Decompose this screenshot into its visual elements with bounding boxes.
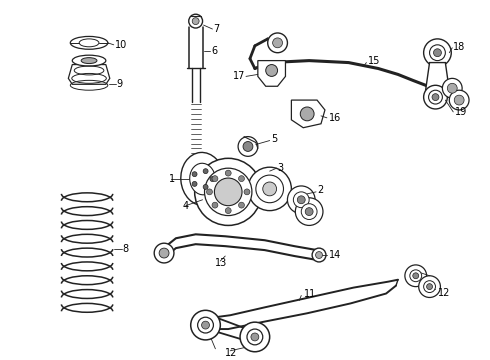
- Circle shape: [288, 186, 315, 213]
- Circle shape: [192, 172, 197, 177]
- Polygon shape: [258, 60, 286, 86]
- Circle shape: [410, 270, 422, 282]
- Circle shape: [432, 94, 439, 100]
- Circle shape: [243, 141, 253, 152]
- Circle shape: [244, 189, 250, 195]
- Text: 11: 11: [304, 288, 317, 298]
- Text: 18: 18: [453, 42, 465, 52]
- Circle shape: [316, 252, 322, 258]
- Text: 7: 7: [214, 24, 220, 34]
- Circle shape: [239, 176, 245, 181]
- Circle shape: [197, 317, 214, 333]
- Circle shape: [430, 45, 445, 60]
- Circle shape: [418, 276, 441, 297]
- Text: 19: 19: [455, 107, 467, 117]
- Circle shape: [312, 248, 326, 262]
- Polygon shape: [68, 64, 110, 84]
- Text: 6: 6: [212, 46, 218, 56]
- Circle shape: [295, 198, 323, 225]
- Text: 17: 17: [233, 71, 245, 81]
- Text: 1: 1: [169, 174, 175, 184]
- Circle shape: [225, 170, 231, 176]
- Circle shape: [212, 202, 218, 208]
- Circle shape: [442, 78, 462, 98]
- Circle shape: [427, 284, 433, 289]
- Circle shape: [240, 322, 270, 352]
- Text: 3: 3: [277, 163, 284, 173]
- Circle shape: [192, 181, 197, 186]
- Circle shape: [203, 169, 208, 174]
- Circle shape: [248, 167, 292, 211]
- Circle shape: [225, 208, 231, 213]
- Circle shape: [247, 329, 263, 345]
- Circle shape: [212, 176, 218, 181]
- Circle shape: [424, 281, 436, 293]
- Circle shape: [210, 176, 215, 181]
- Text: 9: 9: [117, 79, 123, 89]
- Circle shape: [206, 189, 213, 195]
- Circle shape: [251, 333, 259, 341]
- Text: 8: 8: [122, 244, 129, 254]
- Circle shape: [191, 310, 220, 340]
- Text: 16: 16: [329, 113, 341, 123]
- Circle shape: [215, 178, 242, 206]
- Text: 12: 12: [438, 288, 450, 297]
- Circle shape: [449, 90, 469, 110]
- Circle shape: [154, 243, 174, 263]
- Circle shape: [297, 196, 305, 204]
- Circle shape: [424, 39, 451, 67]
- Text: 2: 2: [317, 185, 323, 195]
- Circle shape: [272, 38, 283, 48]
- Circle shape: [300, 107, 314, 121]
- Circle shape: [239, 202, 245, 208]
- Circle shape: [238, 136, 258, 156]
- Text: 4: 4: [183, 201, 189, 211]
- Circle shape: [204, 168, 252, 216]
- Ellipse shape: [81, 58, 97, 64]
- Circle shape: [201, 321, 209, 329]
- Circle shape: [405, 265, 427, 287]
- Text: 13: 13: [216, 258, 228, 268]
- Text: 12: 12: [225, 348, 238, 358]
- Text: 14: 14: [329, 250, 341, 260]
- Circle shape: [305, 208, 313, 216]
- Circle shape: [203, 184, 208, 189]
- Circle shape: [424, 85, 447, 109]
- Text: 5: 5: [271, 134, 278, 144]
- Circle shape: [447, 83, 457, 93]
- Text: 10: 10: [115, 40, 127, 50]
- Circle shape: [195, 158, 262, 225]
- Ellipse shape: [190, 163, 216, 195]
- Circle shape: [429, 90, 442, 104]
- Circle shape: [268, 33, 288, 53]
- Circle shape: [159, 248, 169, 258]
- Circle shape: [266, 64, 277, 76]
- Circle shape: [263, 182, 276, 196]
- Circle shape: [256, 175, 284, 203]
- Circle shape: [301, 204, 317, 220]
- Text: 15: 15: [368, 55, 381, 66]
- Circle shape: [454, 95, 464, 105]
- Circle shape: [294, 192, 309, 208]
- Polygon shape: [426, 63, 449, 95]
- Polygon shape: [292, 100, 325, 128]
- Ellipse shape: [181, 152, 224, 206]
- Circle shape: [192, 18, 199, 24]
- Ellipse shape: [73, 55, 106, 66]
- Circle shape: [434, 49, 441, 57]
- Circle shape: [413, 273, 418, 279]
